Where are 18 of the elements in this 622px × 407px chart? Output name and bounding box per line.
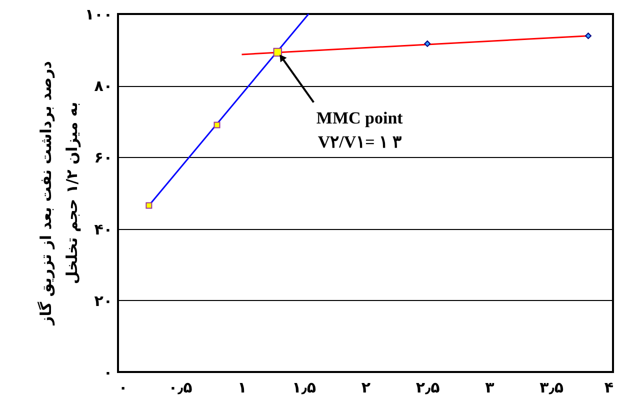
y-tick-label: ۴۰ xyxy=(94,220,112,238)
x-tick-label: ۰٫۵ xyxy=(168,378,192,396)
x-tick-label: ۰ xyxy=(118,378,128,396)
x-tick-label: ۳ xyxy=(485,378,494,396)
x-tick-label: ۴ xyxy=(604,378,614,396)
x-tick-label: ۱٫۵ xyxy=(292,378,316,396)
x-tick-label: ۲ xyxy=(361,378,371,396)
x-tick-label: ۱ xyxy=(238,378,247,396)
y-axis-title: درصد برداشت نفت بعد از تزریق گاز به میزان ۱/۲ حجم تخلخل xyxy=(37,60,81,326)
y-tick-label: ۲۰ xyxy=(94,292,112,310)
y-tick-label: ۰ xyxy=(103,364,112,382)
annotation: MMC point xyxy=(316,108,404,128)
y-tick-label: ۸۰ xyxy=(94,77,112,96)
x-tick-label: ۳٫۵ xyxy=(540,378,564,396)
y-tick-label: ۱۰۰ xyxy=(85,6,112,24)
y-tick-label: ۶۰ xyxy=(94,148,112,167)
annotation: V۲/V۱= ۱ ۳ xyxy=(318,132,402,152)
x-tick-label: ۲٫۵ xyxy=(416,378,440,396)
